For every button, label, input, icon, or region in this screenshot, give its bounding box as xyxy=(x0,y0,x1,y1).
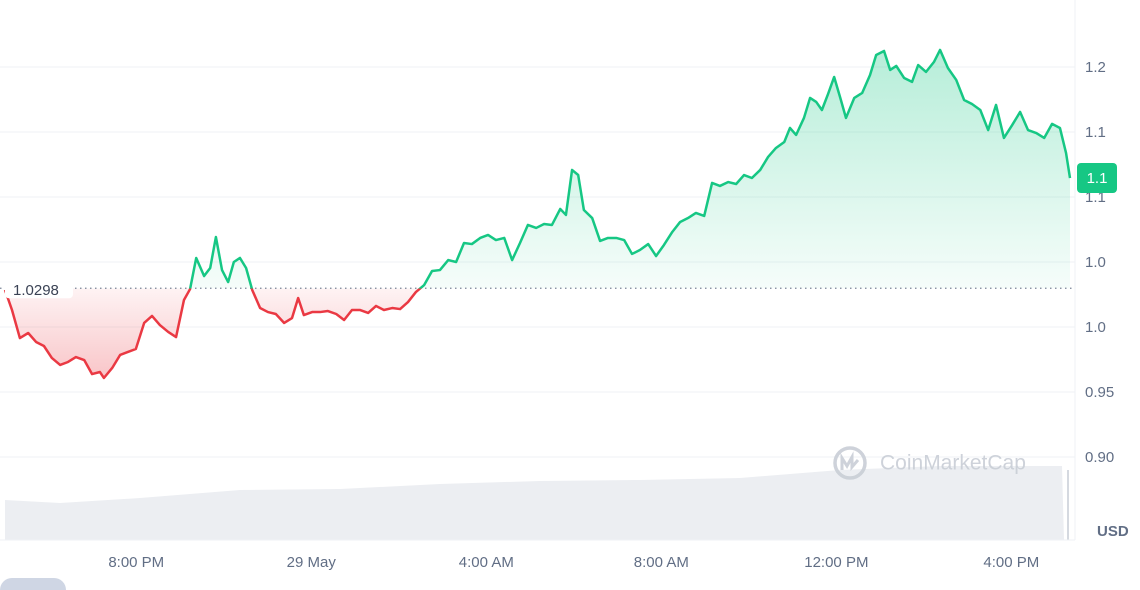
baseline-label: 1.0298 xyxy=(13,282,59,299)
y-tick-label: 1.1 xyxy=(1085,124,1106,141)
current-price-label: 1.1 xyxy=(1087,170,1108,187)
range-button[interactable] xyxy=(0,578,66,590)
watermark-text: CoinMarketCap xyxy=(880,452,1026,475)
watermark-logo xyxy=(840,451,860,472)
y-tick-label: 1.1 xyxy=(1085,189,1106,206)
y-tick-label: 0.95 xyxy=(1085,384,1114,401)
price-line xyxy=(3,48,1072,380)
x-tick-label: 4:00 PM xyxy=(983,554,1039,571)
watermark: CoinMarketCap xyxy=(833,446,1026,480)
current-price-box xyxy=(1077,163,1117,194)
baseline-label-box xyxy=(5,274,73,299)
price-area xyxy=(5,49,1070,378)
y-tick-label: 0.90 xyxy=(1085,449,1114,466)
y-unit: USD xyxy=(1097,523,1129,540)
watermark-logo xyxy=(833,446,867,480)
y-tick-label: 1.2 xyxy=(1085,59,1106,76)
x-tick-label: 4:00 AM xyxy=(459,554,514,571)
x-tick-label: 8:00 AM xyxy=(634,554,689,571)
y-tick-label: 1.0 xyxy=(1085,254,1106,271)
x-tick-label: 12:00 PM xyxy=(804,554,868,571)
volume-area xyxy=(5,466,1064,540)
x-tick-label: 8:00 PM xyxy=(108,554,164,571)
x-tick-label: 29 May xyxy=(287,554,337,571)
y-tick-label: 1.0 xyxy=(1085,319,1106,336)
